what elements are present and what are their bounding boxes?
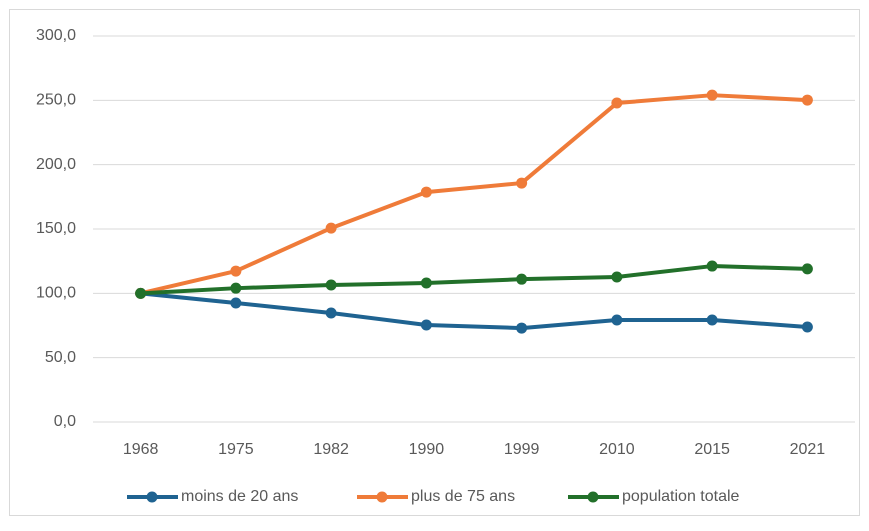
data-point [801, 321, 813, 333]
data-point [611, 314, 623, 326]
data-point [420, 186, 432, 198]
data-point [230, 282, 242, 294]
x-tick-label: 1982 [313, 441, 349, 458]
data-point [706, 260, 718, 272]
legend-label: population totale [622, 488, 740, 505]
chart-frame [9, 9, 860, 516]
data-point [516, 322, 528, 334]
series-line [138, 93, 810, 296]
y-tick-label: 300,0 [36, 27, 76, 44]
y-tick-label: 250,0 [36, 92, 76, 109]
data-point [135, 287, 147, 299]
series-line [138, 291, 810, 331]
data-point [516, 273, 528, 285]
data-point [230, 265, 242, 277]
y-tick-label: 0,0 [54, 413, 76, 430]
data-point [516, 177, 528, 189]
y-tick-label: 100,0 [36, 285, 76, 302]
x-tick-label: 2015 [694, 441, 730, 458]
data-point [420, 319, 432, 331]
data-point [611, 271, 623, 283]
series-line [138, 264, 810, 296]
data-point [706, 89, 718, 101]
data-point [230, 297, 242, 309]
y-tick-label: 150,0 [36, 220, 76, 237]
x-tick-label: 2010 [599, 441, 635, 458]
data-point [420, 277, 432, 289]
x-tick-label: 2021 [790, 441, 826, 458]
x-tick-label: 1990 [409, 441, 445, 458]
x-tick-label: 1975 [218, 441, 254, 458]
data-point [611, 97, 623, 109]
legend-label: moins de 20 ans [181, 488, 298, 505]
data-point [325, 279, 337, 291]
x-tick-label: 1999 [504, 441, 540, 458]
y-tick-label: 200,0 [36, 156, 76, 173]
y-tick-label: 50,0 [45, 349, 76, 366]
data-point [325, 307, 337, 319]
legend-label: plus de 75 ans [411, 488, 515, 505]
data-point [325, 222, 337, 234]
data-point [801, 94, 813, 106]
legend-marker [146, 491, 158, 503]
data-point [706, 314, 718, 326]
legend-marker [587, 491, 599, 503]
x-tick-label: 1968 [123, 441, 159, 458]
legend-marker [376, 491, 388, 503]
data-point [801, 263, 813, 275]
